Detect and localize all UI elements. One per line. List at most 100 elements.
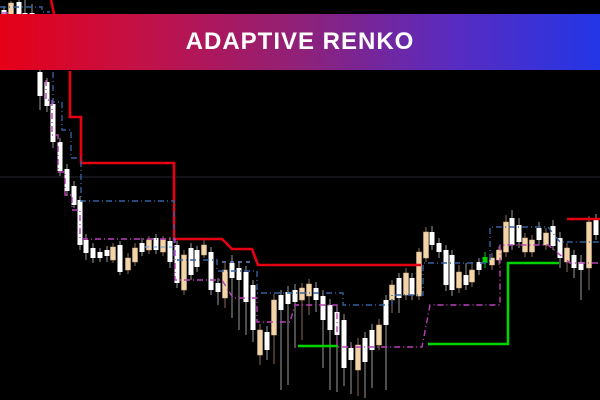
candle-body <box>50 104 56 142</box>
candle <box>320 290 326 368</box>
candle-body <box>503 221 509 253</box>
candle-body <box>285 292 291 304</box>
candle <box>208 247 214 295</box>
candle <box>443 245 449 291</box>
candle <box>476 258 482 275</box>
candle-body <box>22 13 28 14</box>
candle-body <box>578 262 584 270</box>
candle-body <box>423 231 429 259</box>
candle-body <box>529 239 535 253</box>
candle-body <box>139 243 145 252</box>
candle-body <box>449 255 455 290</box>
candle-body <box>104 250 110 256</box>
candle-body <box>44 82 50 106</box>
overlay-line-segment <box>0 6 50 13</box>
candle <box>250 280 256 342</box>
candle <box>278 290 284 390</box>
candle-body <box>355 344 361 371</box>
candle-body <box>496 249 502 261</box>
candle <box>396 273 402 313</box>
candle-body <box>586 221 592 269</box>
candle <box>71 181 77 208</box>
candle <box>257 324 263 365</box>
candle-body <box>153 238 159 250</box>
candle <box>104 246 110 262</box>
candle-body <box>215 283 221 292</box>
candle-body <box>564 247 570 263</box>
candle <box>429 226 435 250</box>
candle-body <box>571 255 577 268</box>
candle-body <box>16 2 22 14</box>
candle-body <box>236 268 242 280</box>
overlay-line-segment <box>428 261 559 346</box>
candle-body <box>593 220 599 235</box>
candle <box>348 342 354 394</box>
candle-body <box>306 283 312 297</box>
candle <box>264 326 270 360</box>
candle-body <box>463 275 469 285</box>
candle <box>201 240 207 258</box>
candle <box>117 241 123 275</box>
candle-body <box>403 272 409 296</box>
candle-body <box>8 2 14 15</box>
candle-body <box>71 186 77 205</box>
candle-body <box>389 284 395 301</box>
candle <box>306 279 312 315</box>
candle <box>334 306 340 392</box>
candle <box>463 263 469 290</box>
candle-body <box>29 13 35 14</box>
candle <box>436 238 442 258</box>
candle-body <box>327 305 333 330</box>
candle-body <box>64 169 70 191</box>
overlay-line-lower-band-dashdot-magenta <box>2 12 600 348</box>
candle-body <box>429 232 435 245</box>
candle <box>327 299 333 390</box>
candle-body <box>117 245 123 272</box>
candle-body <box>443 250 449 285</box>
candle-body <box>292 290 298 302</box>
candle <box>271 294 277 364</box>
candle-body <box>436 243 442 252</box>
candle-body <box>257 329 263 356</box>
candle-body <box>278 295 284 310</box>
candle <box>423 227 429 262</box>
candle <box>529 235 535 257</box>
candle-body <box>489 257 495 266</box>
candle-body <box>194 250 200 267</box>
candle-body <box>456 271 462 289</box>
candle <box>77 196 83 250</box>
candle <box>456 265 462 293</box>
candle-body <box>543 232 549 246</box>
candle <box>125 253 131 274</box>
candle-body <box>409 278 415 295</box>
overlay-line-adaptive-renko-lower-stop <box>298 261 559 348</box>
candle <box>586 216 592 290</box>
candle <box>292 284 298 348</box>
overlay-line-segment <box>49 0 56 15</box>
candle-body <box>243 272 249 302</box>
candle-body <box>320 296 326 320</box>
candle <box>44 78 50 112</box>
candle <box>571 250 577 278</box>
candle-body <box>341 320 347 368</box>
candle-body <box>469 269 475 283</box>
candle <box>482 252 488 268</box>
candle <box>313 282 319 312</box>
candle-body <box>299 287 305 301</box>
candle-body <box>550 226 556 246</box>
candle-body <box>516 225 522 242</box>
title-banner: ADAPTIVE RENKO <box>0 14 600 70</box>
candle-body <box>125 257 131 271</box>
candle-body <box>97 252 103 258</box>
candle-body <box>482 257 488 263</box>
candle <box>557 232 563 268</box>
candle <box>90 243 96 263</box>
candle <box>369 324 375 388</box>
candle-body <box>132 247 138 263</box>
candle <box>215 278 221 305</box>
candle <box>29 4 35 14</box>
candle <box>57 138 63 176</box>
banner-title: ADAPTIVE RENKO <box>185 28 415 55</box>
candle <box>167 237 173 268</box>
